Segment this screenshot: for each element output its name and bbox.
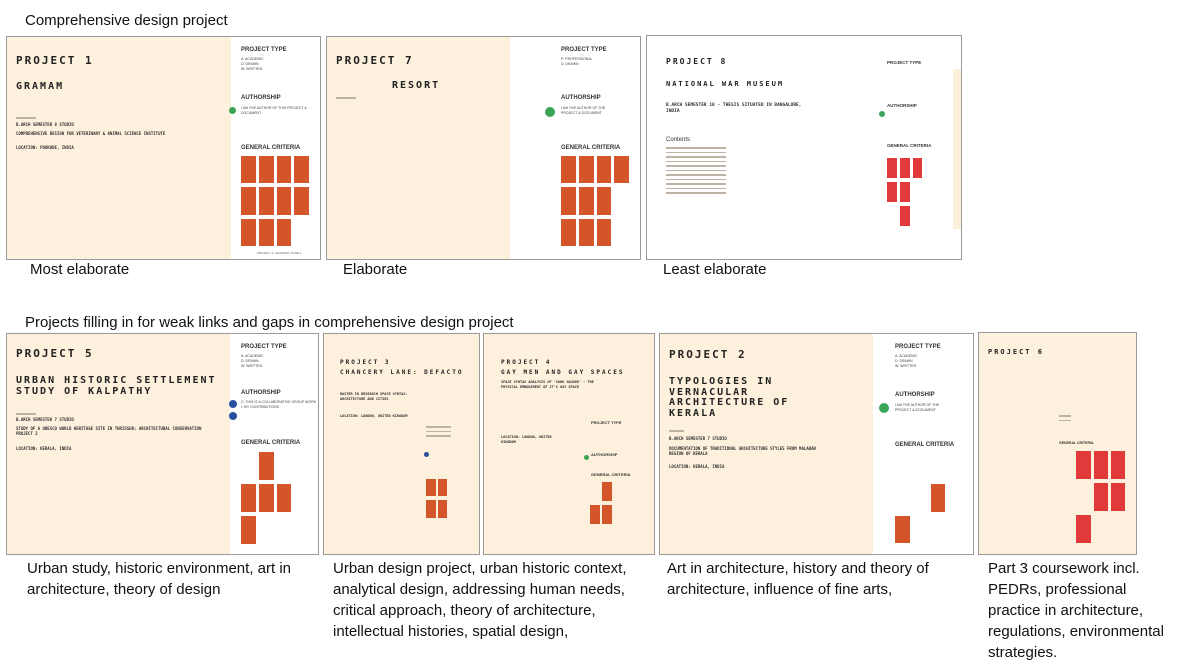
authorship-heading: AUTHORSHIP xyxy=(241,95,281,101)
general-criteria-heading: GENERAL CRITERIA xyxy=(895,442,955,448)
authorship-dot-group xyxy=(229,400,237,408)
text-lines xyxy=(336,97,356,102)
project-type-lines: A: ACADEMIC D: DRAWN W: WRITTEN xyxy=(241,57,264,71)
slide-description: DOCUMENTATION OF TRADITIONAL ARCHITECTUR… xyxy=(669,446,816,457)
comprehensive-heading: Comprehensive design project xyxy=(25,12,228,29)
contents-heading: Contents xyxy=(666,137,691,143)
text-lines xyxy=(669,430,684,435)
criteria-grid xyxy=(241,156,309,246)
authorship-dot xyxy=(424,452,429,457)
project-type-heading: PROJECT TYPE xyxy=(887,60,922,65)
authorship-heading: AUTHORSHIP xyxy=(887,103,917,108)
filling-heading: Projects filling in for weak links and g… xyxy=(25,314,514,331)
criteria-grid xyxy=(561,156,629,246)
slide-subtitle: B.ARCH SEMESTER 8 STUDIO xyxy=(16,122,74,127)
slide-project-6[interactable]: PROJECT 6 GENERAL CRITERIA xyxy=(978,332,1137,555)
general-criteria-heading: GENERAL CRITERIA xyxy=(241,440,301,446)
slide-subtitle: B.ARCH SEMESTER 7 STUDIO xyxy=(669,436,727,441)
text-lines xyxy=(16,413,36,418)
project-type-lines: A: ACADEMIC D: DRAWN W: WRITTEN xyxy=(241,354,264,368)
slide-location: LOCATION: KERALA, INDIA xyxy=(669,464,725,469)
project-type-heading: PROJECT TYPE xyxy=(241,344,287,350)
caption-project-7: Elaborate xyxy=(343,261,408,278)
slide-description: STUDY OF A UNESCO WORLD HERITAGE SITE IN… xyxy=(16,426,202,437)
criteria-grid xyxy=(1059,451,1125,543)
slide-project-2[interactable]: PROJECT 2 TYPOLOGIES IN VERNACULAR ARCHI… xyxy=(659,333,974,555)
authorship-heading: AUTHORSHIP xyxy=(561,95,601,101)
slide-location: LOCATION: POOKODE, INDIA xyxy=(16,145,74,150)
authorship-heading: AUTHORSHIP xyxy=(895,392,935,398)
criteria-grid xyxy=(241,452,309,544)
slide-subtitle: B.ARCH SEMESTER 10 - THESIS SITUATED IN … xyxy=(666,103,802,115)
slide-description: COMPREHENSIVE DESIGN FOR VETERINARY & AN… xyxy=(16,131,166,136)
authorship-dot xyxy=(879,111,885,117)
slide-project-8[interactable]: PROJECT 8 NATIONAL WAR MUSEUM B.ARCH SEM… xyxy=(646,35,962,260)
slide-footer: PROJECT 1: GRAMAM | PAGE 1 xyxy=(257,251,302,255)
criteria-grid xyxy=(590,482,635,547)
text-lines xyxy=(1059,415,1071,424)
caption-project-1: Most elaborate xyxy=(30,261,130,278)
authorship-heading: AUTHORSHIP xyxy=(241,390,281,396)
caption-project-5: Urban study, historic environment, art i… xyxy=(27,560,292,598)
criteria-grid xyxy=(426,479,470,539)
slide-subtitle: MASTER IN RESEARCH SPACE SYNTAX: ARCHITE… xyxy=(340,392,408,401)
caption-project-6: Part 3 coursework incl. PEDRs, professio… xyxy=(988,560,1164,661)
slide-title: PROJECT 7 xyxy=(336,54,414,67)
slide-title: PROJECT 8 xyxy=(666,57,728,66)
slide-project-name: RESORT xyxy=(392,80,441,91)
side-strip xyxy=(953,69,961,229)
general-criteria-heading: GENERAL CRITERIA xyxy=(591,472,631,477)
contents-lines xyxy=(666,147,726,197)
caption-project-8: Least elaborate xyxy=(663,261,767,278)
criteria-grid xyxy=(887,158,935,226)
authorship-text: C: THIS IS A COLLABORATIVE GROUP WORK I:… xyxy=(241,400,317,409)
slide-title: PROJECT 4 xyxy=(501,359,552,366)
slide-project-name: NATIONAL WAR MUSEUM xyxy=(666,80,785,88)
slide-project-name: URBAN HISTORIC SETTLEMENT STUDY OF KALPA… xyxy=(16,375,217,397)
slide-subtitle: SPACE SYNTAX ANALYSIS OF 'SOHO SQUARE' -… xyxy=(501,380,594,389)
slide-project-1[interactable]: PROJECT 1 GRAMAM B.ARCH SEMESTER 8 STUDI… xyxy=(6,36,321,260)
general-criteria-heading: GENERAL CRITERIA xyxy=(561,145,621,151)
slide-project-name: TYPOLOGIES IN VERNACULAR ARCHITECTURE OF… xyxy=(669,376,790,419)
general-criteria-heading: GENERAL CRITERIA xyxy=(241,145,301,151)
slide-location: LOCATION: KERALA, INDIA xyxy=(16,446,72,451)
project-type-lines: P: PROFESSIONAL D: DRAWN xyxy=(561,57,593,66)
project-type-lines: A: ACADEMIC D: DRAWN W: WRITTEN xyxy=(895,354,918,368)
slide-location: LOCATION: LONDON, UNITED KINGDOM xyxy=(340,414,408,418)
text-lines xyxy=(16,117,36,122)
slide-project-name: GRAMAM xyxy=(16,81,65,92)
authorship-text: I AM THE AUTHOR OF THIS PROJECT & DOCUME… xyxy=(241,106,307,115)
slide-project-4[interactable]: PROJECT 4 GAY MEN AND GAY SPACES SPACE S… xyxy=(483,333,655,555)
slide-project-5[interactable]: PROJECT 5 URBAN HISTORIC SETTLEMENT STUD… xyxy=(6,333,319,555)
project-type-heading: PROJECT TYPE xyxy=(241,47,287,53)
slide-title: PROJECT 1 xyxy=(16,54,94,67)
authorship-dot xyxy=(229,107,236,114)
caption-project-2: Art in architecture, history and theory … xyxy=(667,560,929,598)
slide-title: PROJECT 2 xyxy=(669,348,747,361)
slide-project-3[interactable]: PROJECT 3 CHANCERY LANE: DEFACTO MASTER … xyxy=(323,333,480,555)
authorship-text: I AM THE AUTHOR OF THE PROJECT & DOCUMEN… xyxy=(895,403,940,412)
project-type-heading: PROJECT TYPE xyxy=(895,344,941,350)
authorship-dot-individual xyxy=(229,412,237,420)
general-criteria-heading: GENERAL CRITERIA xyxy=(1059,441,1094,445)
authorship-heading: AUTHORSHIP xyxy=(591,452,618,457)
authorship-text: I AM THE AUTHOR OF THE PROJECT & DOCUMEN… xyxy=(561,106,606,115)
caption-project-3: Urban design project, urban historic con… xyxy=(333,560,627,640)
general-criteria-heading: GENERAL CRITERIA xyxy=(887,143,932,148)
slide-project-name: GAY MEN AND GAY SPACES xyxy=(501,369,625,376)
slide-project-7[interactable]: PROJECT 7 RESORT PROJECT TYPE P: PROFESS… xyxy=(326,36,641,260)
authorship-dot xyxy=(879,403,889,413)
project-type-heading: PROJECT TYPE xyxy=(561,47,607,53)
authorship-dot xyxy=(584,455,589,460)
slide-subtitle: B.ARCH SEMESTER 7 STUDIO xyxy=(16,417,74,422)
slide-location: LOCATION: LONDON, UNITED KINGDOM xyxy=(501,435,552,444)
slide-project-name: CHANCERY LANE: DEFACTO xyxy=(340,369,464,376)
project-type-heading: PROJECT TYPE xyxy=(591,420,622,425)
text-lines xyxy=(426,426,451,440)
slide-title: PROJECT 6 xyxy=(988,348,1044,356)
slide-title: PROJECT 5 xyxy=(16,347,94,360)
authorship-dot xyxy=(545,107,555,117)
criteria-grid xyxy=(895,453,963,543)
slide-title: PROJECT 3 xyxy=(340,359,391,366)
